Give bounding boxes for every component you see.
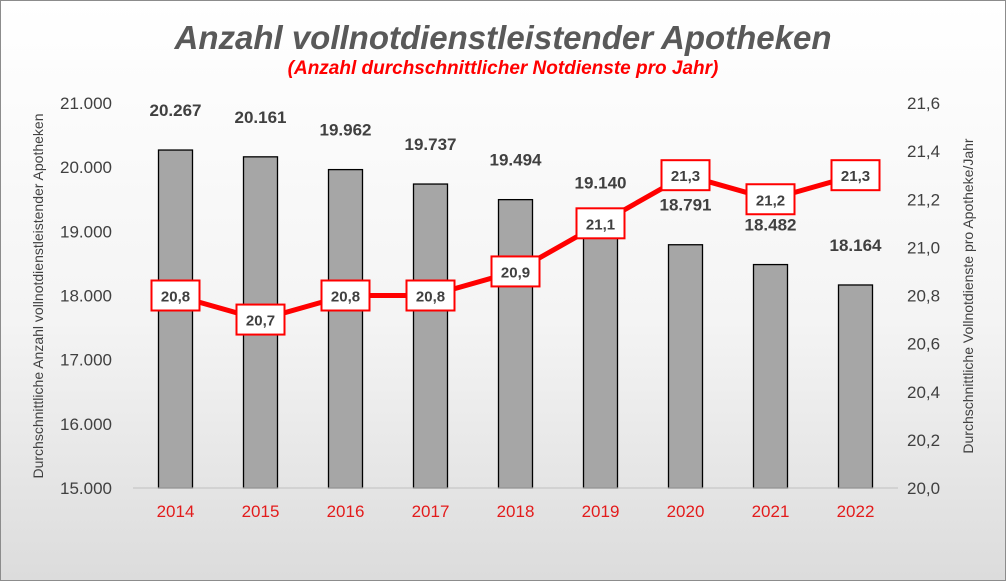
line-data-label: 21,3 bbox=[671, 168, 700, 185]
x-axis-ticks: 2014 2015 2016 2017 2018 2019 2020 2021 2022 bbox=[157, 502, 875, 521]
left-tick-label: 21.000 bbox=[60, 94, 112, 113]
bar-data-label: 18.791 bbox=[660, 196, 712, 215]
line-data-label: 20,8 bbox=[416, 289, 445, 306]
line-data-label: 20,9 bbox=[501, 264, 530, 281]
line-data-label-box bbox=[235, 303, 286, 336]
right-tick-label: 21,4 bbox=[907, 142, 940, 161]
right-tick-label: 20,2 bbox=[907, 431, 940, 450]
x-tick-label: 2020 bbox=[667, 502, 705, 521]
line-data-label: 20,8 bbox=[161, 289, 190, 306]
line-data-label-box bbox=[660, 159, 711, 192]
bar bbox=[667, 244, 704, 489]
left-tick-label: 17.000 bbox=[60, 351, 112, 370]
line-data-label-box bbox=[830, 159, 881, 192]
x-tick-label: 2015 bbox=[242, 502, 280, 521]
left-tick-label: 19.000 bbox=[60, 222, 112, 241]
bar-data-label: 18.164 bbox=[830, 236, 883, 255]
chart-title: Anzahl vollnotdienstleistender Apotheken bbox=[173, 19, 831, 56]
x-tick-label: 2016 bbox=[327, 502, 365, 521]
line-data-label-box bbox=[320, 279, 371, 312]
bar bbox=[497, 198, 534, 489]
bar-data-label: 19.494 bbox=[490, 151, 543, 170]
x-tick-label: 2014 bbox=[157, 502, 195, 521]
left-tick-label: 16.000 bbox=[60, 415, 112, 434]
right-tick-label: 21,2 bbox=[907, 190, 940, 209]
right-axis-ticks: 20,0 20,2 20,4 20,6 20,8 21,0 21,2 21,4 21,6 bbox=[907, 94, 940, 498]
bar-series bbox=[157, 149, 874, 489]
right-tick-label: 20,6 bbox=[907, 335, 940, 354]
left-tick-label: 15.000 bbox=[60, 479, 112, 498]
line-data-label: 21,1 bbox=[586, 216, 615, 233]
bar bbox=[752, 263, 789, 489]
right-tick-label: 20,4 bbox=[907, 383, 940, 402]
x-tick-label: 2019 bbox=[582, 502, 620, 521]
left-tick-label: 18.000 bbox=[60, 287, 112, 306]
bar-data-label: 19.140 bbox=[575, 173, 627, 192]
right-tick-label: 20,8 bbox=[907, 287, 940, 306]
x-tick-label: 2018 bbox=[497, 502, 535, 521]
line-data-label: 20,8 bbox=[331, 289, 360, 306]
bar-data-label: 18.482 bbox=[745, 216, 797, 235]
line-data-label-box bbox=[150, 279, 201, 312]
left-axis-label: Durchschnittliche Anzahl vollnotdienstle… bbox=[30, 113, 46, 478]
right-tick-label: 21,0 bbox=[907, 238, 940, 257]
right-tick-label: 21,6 bbox=[907, 94, 940, 113]
x-tick-label: 2021 bbox=[752, 502, 790, 521]
bar-data-label: 19.737 bbox=[405, 135, 457, 154]
line-data-label-box bbox=[490, 255, 541, 288]
line-data-label: 21,2 bbox=[756, 192, 785, 209]
bar bbox=[412, 183, 449, 489]
bar-data-label: 19.962 bbox=[320, 121, 372, 140]
right-axis-label: Durchschnittliche Vollnotdienste pro Apo… bbox=[960, 138, 976, 454]
line-data-label-box bbox=[575, 207, 626, 240]
left-tick-label: 20.000 bbox=[60, 158, 112, 177]
line-data-label: 21,3 bbox=[841, 168, 870, 185]
x-tick-label: 2022 bbox=[837, 502, 875, 521]
line-data-label: 20,7 bbox=[246, 313, 275, 330]
line-data-label-box bbox=[405, 279, 456, 312]
bar-data-labels: 20.267 20.161 19.962 19.737 19.494 19.140 18.7… bbox=[150, 101, 883, 255]
bar bbox=[327, 168, 364, 489]
left-axis-ticks: 15.000 16.000 17.000 18.000 19.000 20.000 21.0… bbox=[60, 94, 112, 498]
bar bbox=[157, 149, 194, 489]
right-tick-label: 20,0 bbox=[907, 479, 940, 498]
line-data-labels: 20,8 20,7 20,8 20,8 20,9 21,1 21,3 21,2 21,3 bbox=[150, 159, 881, 336]
bar-data-label: 20.161 bbox=[235, 108, 287, 127]
bar bbox=[582, 221, 619, 489]
line-data-label-box bbox=[745, 183, 796, 216]
bar bbox=[837, 284, 874, 489]
x-tick-label: 2017 bbox=[412, 502, 450, 521]
bar-data-label: 20.267 bbox=[150, 101, 202, 120]
chart-subtitle: (Anzahl durchschnittlicher Notdienste pr… bbox=[288, 58, 719, 79]
